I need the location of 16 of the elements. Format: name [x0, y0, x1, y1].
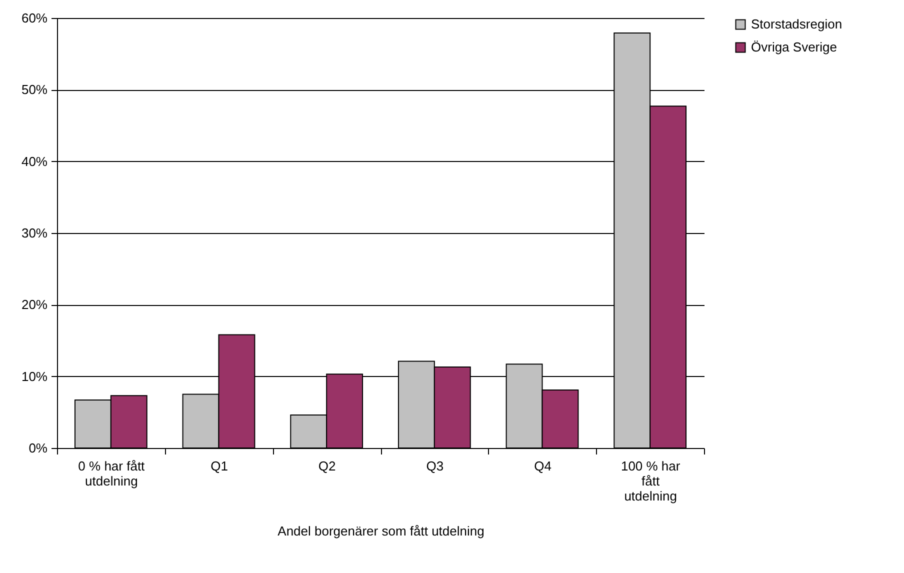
y-tick-label: 30%	[21, 226, 48, 240]
legend-label: Övriga Sverige	[751, 40, 837, 54]
x-tick-label: Q1	[210, 458, 228, 474]
y-tick-label: 50%	[21, 82, 48, 98]
x-tick-label: Q2	[318, 458, 336, 474]
x-tick-label: Q4	[534, 458, 552, 474]
legend-label: Storstadsregion	[751, 16, 842, 32]
x-axis-title: Andel borgenärer som fått utdelning	[278, 524, 484, 538]
y-tick-label: 40%	[21, 154, 48, 169]
x-tick-label: 100 % har fått utdelning	[620, 458, 681, 504]
x-tick-label: 0 % har fått utdelning	[78, 458, 146, 488]
y-tick-label: 10%	[21, 368, 48, 384]
x-tick-label: Q3	[426, 458, 444, 474]
y-tick-label: 60%	[21, 10, 48, 26]
y-tick-label: 20%	[21, 297, 48, 312]
y-tick-label: 0%	[28, 440, 48, 456]
